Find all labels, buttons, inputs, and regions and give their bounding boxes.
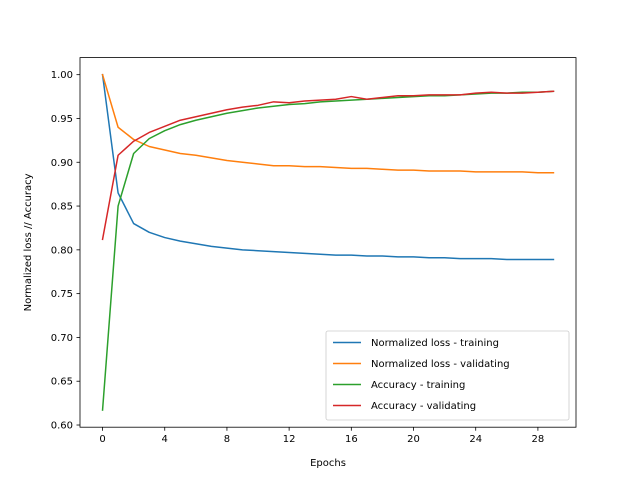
x-tick-label: 20 xyxy=(407,434,420,445)
legend-label-2: Normalized loss - validating xyxy=(371,359,510,370)
y-tick-label: 0.60 xyxy=(51,421,73,432)
x-tick-label: 24 xyxy=(469,434,482,445)
x-axis-ticks: 0 4 8 12 16 20 24 28 xyxy=(99,427,544,445)
plot-frame xyxy=(79,57,577,428)
x-tick-label: 8 xyxy=(224,434,230,445)
y-tick-label: 0.85 xyxy=(51,202,73,213)
legend: Normalized loss - training Normalized los… xyxy=(325,330,570,421)
series-line-2 xyxy=(101,73,555,174)
y-axis-ticks: 0.60 0.65 0.70 0.75 0.80 0.85 0.90 0.95 1.00 xyxy=(51,70,80,432)
x-tick-label: 0 xyxy=(99,434,105,445)
x-axis-label: Epochs xyxy=(310,458,346,469)
legend-label-3: Accuracy - training xyxy=(371,380,465,391)
y-tick-label: 0.65 xyxy=(51,377,73,388)
series-layer xyxy=(101,73,555,411)
x-tick-label: 12 xyxy=(283,434,296,445)
y-tick-label: 1.00 xyxy=(51,70,73,81)
series-line-3 xyxy=(101,90,555,411)
y-tick-label: 0.95 xyxy=(51,114,73,125)
y-tick-label: 0.75 xyxy=(51,289,73,300)
legend-label-1: Normalized loss - training xyxy=(371,338,499,349)
x-tick-label: 16 xyxy=(345,434,358,445)
y-tick-label: 0.90 xyxy=(51,158,73,169)
y-tick-label: 0.80 xyxy=(51,245,73,256)
series-line-4 xyxy=(101,90,555,241)
x-tick-label: 28 xyxy=(532,434,545,445)
y-axis-label: Normalized loss // Accuracy xyxy=(23,173,34,311)
legend-label-4: Accuracy - validating xyxy=(371,401,476,412)
legend-box xyxy=(325,330,570,421)
series-line-1 xyxy=(101,73,555,261)
x-tick-label: 4 xyxy=(162,434,168,445)
y-tick-label: 0.70 xyxy=(51,333,73,344)
